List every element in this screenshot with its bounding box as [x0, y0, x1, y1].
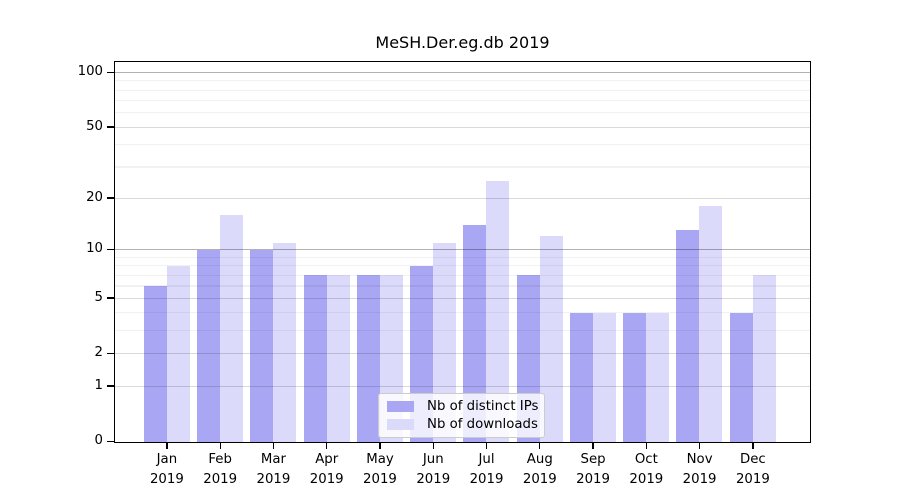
x-tick-label-aug: Aug 2019 [522, 452, 557, 487]
bar-downloads-jun [433, 242, 457, 442]
y-tick-0 [107, 440, 114, 442]
x-tick-nov [699, 443, 701, 449]
y-tick-50 [107, 126, 114, 128]
bar-downloads-apr [326, 275, 350, 442]
x-tick-may [379, 443, 381, 449]
gridline-minor [115, 312, 810, 314]
x-tick-feb [219, 443, 221, 449]
x-tick-jan [166, 443, 168, 449]
gridline-minor [115, 265, 810, 267]
x-tick-label-sep: Sep 2019 [576, 452, 610, 487]
y-tick-label-10: 10 [86, 241, 103, 257]
y-tick-20 [107, 197, 114, 199]
gridline-5 [115, 297, 810, 299]
legend-label-downloads: Nb of downloads [427, 416, 538, 432]
gridline-minor [115, 330, 810, 332]
x-tick-label-dec: Dec 2019 [735, 452, 770, 487]
plot-area [114, 61, 811, 443]
bar-downloads-sep [592, 312, 616, 442]
bar-ips-nov [676, 230, 700, 442]
gridline-1 [115, 385, 810, 387]
gridline-minor [115, 285, 810, 287]
bar-downloads-aug [539, 236, 563, 442]
bar-downloads-mar [273, 242, 297, 442]
y-tick-label-50: 50 [86, 118, 103, 134]
x-tick-sep [592, 443, 594, 449]
x-tick-label-nov: Nov 2019 [682, 452, 717, 487]
legend-swatch-0 [387, 401, 414, 413]
bar-downloads-jan [166, 265, 190, 442]
y-tick-label-1: 1 [94, 377, 103, 393]
y-tick-10 [107, 248, 114, 251]
bar-ips-mar [250, 249, 274, 442]
bar-ips-oct [623, 312, 647, 442]
x-tick-dec [752, 443, 754, 449]
y-tick-label-5: 5 [94, 289, 103, 305]
y-tick-label-20: 20 [86, 189, 103, 205]
gridline-10 [115, 249, 810, 251]
bar-ips-feb [196, 249, 220, 442]
gridline-minor [115, 89, 810, 91]
legend: Nb of distinct IPs Nb of downloads [378, 393, 545, 438]
y-tick-1 [107, 385, 114, 387]
bar-ips-may [356, 275, 380, 442]
gridline-minor [115, 256, 810, 258]
y-tick-label-2: 2 [94, 345, 103, 361]
legend-swatch-1 [387, 418, 414, 430]
gridline-minor [115, 112, 810, 114]
gridline-100 [115, 72, 810, 74]
y-tick-100 [107, 71, 114, 73]
bar-ips-dec [729, 312, 753, 442]
x-tick-oct [645, 443, 648, 449]
x-tick-apr [326, 443, 328, 449]
bar-downloads-oct [646, 312, 670, 442]
x-tick-label-apr: Apr 2019 [309, 452, 344, 487]
x-tick-label-jul: Jul 2019 [469, 452, 504, 487]
bar-ips-sep [569, 312, 593, 442]
legend-item-downloads: Nb of downloads [387, 416, 538, 432]
x-tick-jul [485, 443, 488, 449]
x-tick-label-feb: Feb 2019 [203, 452, 238, 487]
gridline-2 [115, 353, 810, 355]
gridline-minor [115, 274, 810, 276]
x-tick-jun [432, 443, 434, 449]
x-tick-mar [272, 443, 275, 449]
gridline-minor [115, 80, 810, 82]
x-tick-label-mar: Mar 2019 [256, 452, 291, 487]
x-tick-label-may: May 2019 [363, 452, 397, 487]
legend-label-ips: Nb of distinct IPs [427, 399, 539, 415]
y-tick-5 [107, 297, 114, 299]
bar-ips-jul [463, 224, 487, 442]
bar-downloads-nov [699, 205, 723, 442]
bar-downloads-feb [219, 214, 243, 442]
bar-downloads-dec [752, 275, 776, 442]
y-tick-2 [107, 352, 114, 355]
gridline-minor [115, 100, 810, 102]
gridline-50 [115, 126, 810, 128]
y-tick-label-100: 100 [77, 64, 103, 80]
gridline-minor [115, 144, 810, 146]
bar-ips-apr [303, 275, 327, 442]
gridline-minor [115, 166, 810, 168]
y-tick-label-0: 0 [94, 433, 103, 449]
bar-ips-jan [143, 285, 167, 442]
bar-downloads-jul [486, 180, 510, 442]
gridline-20 [115, 197, 810, 199]
x-tick-label-jan: Jan 2019 [149, 452, 184, 487]
legend-item-ips: Nb of distinct IPs [387, 399, 539, 415]
x-tick-label-jun: Jun 2019 [416, 452, 451, 487]
x-tick-label-oct: Oct 2019 [629, 452, 664, 487]
chart-title: MeSH.Der.eg.db 2019 [375, 33, 550, 52]
x-tick-aug [539, 443, 541, 449]
